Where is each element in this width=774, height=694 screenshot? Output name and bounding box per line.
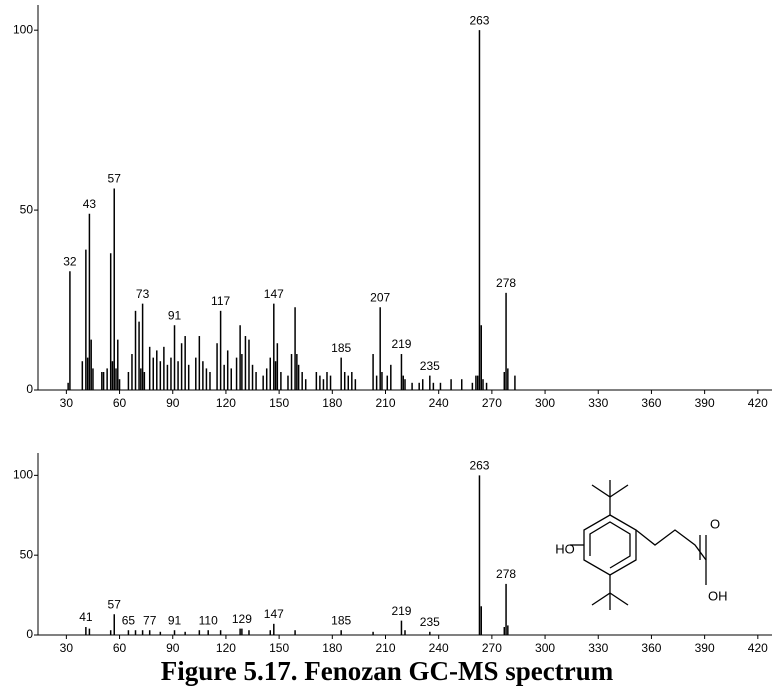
x-tick-label: 330: [588, 641, 608, 655]
structure-label: O: [710, 516, 720, 531]
peak-label: 43: [83, 197, 97, 211]
structure-label: OH: [708, 588, 728, 603]
x-tick-label: 240: [429, 396, 449, 410]
ring-bonds: [589, 521, 631, 569]
x-tick-label: 210: [375, 396, 395, 410]
peak-label: 235: [420, 359, 440, 373]
x-tick-label: 420: [748, 641, 768, 655]
peak-label: 278: [496, 276, 516, 290]
x-tick-label: 420: [748, 396, 768, 410]
peak-label: 57: [108, 172, 122, 186]
bond: [591, 575, 611, 606]
spectrum-chart: 0 50 100 30 60 90 120 150 180 210 240 270 300 330 360 3…: [13, 5, 772, 410]
x-tick-label: 390: [695, 641, 715, 655]
peak-label: 129: [232, 612, 252, 626]
peak-label: 147: [264, 287, 284, 301]
peak-label: 185: [331, 613, 351, 627]
peak-label: 91: [168, 308, 182, 322]
x-tick-label: 300: [535, 641, 555, 655]
x-tick-label: 210: [375, 641, 395, 655]
chain: [635, 529, 707, 585]
peak-label: 77: [143, 613, 157, 627]
x-tick-label: 150: [269, 396, 289, 410]
x-tick-label: 60: [113, 396, 127, 410]
x-tick-label: 120: [216, 396, 236, 410]
x-tick-label: 390: [695, 396, 715, 410]
x-tick-label: 270: [482, 396, 502, 410]
peak-label: 110: [199, 613, 218, 627]
x-tick-label: 180: [322, 396, 342, 410]
x-tick-label: 360: [641, 641, 661, 655]
bond: [591, 484, 611, 515]
bond: [609, 592, 629, 606]
peak-label: 117: [211, 294, 230, 308]
peak-label: 147: [264, 607, 284, 621]
x-tick-label: 180: [322, 641, 342, 655]
x-tick-label: 330: [588, 396, 608, 410]
peak-label: 185: [331, 341, 351, 355]
x-tick-label: 360: [641, 396, 661, 410]
peak-label: 263: [469, 13, 489, 27]
spectrum-chart: 0 50 100 30 60 90 120 150 180 210 240 270 300 330 360 3…: [13, 453, 772, 655]
peak-label: 219: [391, 604, 411, 618]
structure: [570, 480, 707, 610]
y-tick-label: 50: [20, 547, 34, 561]
peak-label: 207: [370, 290, 390, 304]
x-tick-label: 270: [482, 641, 502, 655]
peak-label: 32: [63, 254, 77, 268]
y-tick-label: 100: [13, 22, 33, 36]
x-tick-label: 30: [60, 396, 74, 410]
peak-label: 73: [136, 287, 150, 301]
x-tick-label: 30: [60, 641, 74, 655]
x-tick-label: 120: [216, 641, 236, 655]
caption: Figure 5.17. Fenozan GC-MS spectrum: [161, 656, 614, 686]
x-tick-label: 90: [166, 641, 180, 655]
peak-label: 57: [108, 597, 122, 611]
peak-label: 65: [122, 613, 136, 627]
y-tick-label: 50: [20, 202, 34, 216]
peak-label: 41: [79, 610, 93, 624]
y-tick-label: 100: [13, 468, 33, 482]
y-tick-label: 0: [26, 627, 33, 641]
x-tick-label: 300: [535, 396, 555, 410]
peak-label: 91: [168, 613, 182, 627]
peak-label: 219: [391, 337, 411, 351]
x-tick-label: 90: [166, 396, 180, 410]
peak-label: 235: [420, 615, 440, 629]
bond: [609, 484, 629, 498]
benzene-ring: [583, 514, 637, 576]
peak-label: 278: [496, 567, 516, 581]
peak-label: 263: [469, 459, 489, 473]
x-tick-label: 240: [429, 641, 449, 655]
x-tick-label: 60: [113, 641, 127, 655]
x-tick-label: 150: [269, 641, 289, 655]
structure-label: HO: [555, 541, 575, 556]
y-tick-label: 0: [26, 382, 33, 396]
